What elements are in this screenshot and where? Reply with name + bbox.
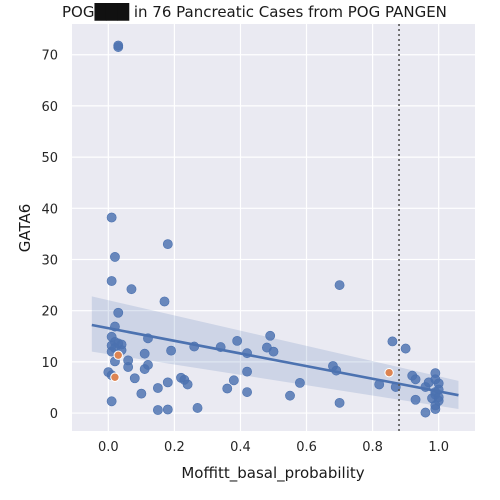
data-point: [242, 387, 252, 397]
plot-background: [72, 24, 475, 431]
y-axis-label: GATA6: [16, 204, 34, 253]
data-point: [228, 375, 239, 386]
x-axis-label: Moffitt_basal_probability: [181, 464, 364, 483]
regression-line: [91, 323, 459, 397]
data-point: [162, 239, 173, 250]
data-point: [113, 307, 124, 318]
data-point: [232, 335, 243, 346]
chart-title: POG███ in 76 Pancreatic Cases from POG P…: [62, 2, 447, 21]
regression-layer: [91, 323, 459, 397]
data-point: [136, 388, 147, 399]
data-point: [420, 407, 431, 418]
data-point: [139, 348, 150, 359]
chart-title-rest: in 76 Pancreatic Cases from POG PANGEN: [129, 3, 447, 21]
data-point: [182, 379, 193, 390]
y-tick-label: 20: [41, 305, 58, 320]
x-tick-label: 0.8: [362, 440, 383, 455]
data-point: [126, 284, 137, 295]
data-point: [152, 383, 163, 393]
data-point: [162, 404, 173, 415]
highlight-points-layer: [110, 350, 394, 382]
data-point: [106, 396, 117, 407]
data-point: [334, 280, 345, 290]
data-point: [265, 330, 276, 341]
x-tick-label: 0.2: [164, 440, 185, 455]
data-point: [106, 212, 117, 223]
x-tick-label: 0.0: [98, 440, 119, 455]
data-point: [400, 343, 411, 354]
highlight-point: [384, 367, 394, 378]
data-point: [110, 252, 120, 262]
data-point: [222, 383, 233, 394]
data-point: [123, 362, 134, 372]
data-point: [410, 394, 421, 405]
data-point: [268, 346, 279, 357]
data-point: [106, 276, 117, 286]
x-tick-labels: 0.0 0.2 0.4 0.6 0.8 1.0: [98, 440, 449, 455]
data-point: [162, 377, 173, 388]
highlight-point: [110, 372, 120, 382]
data-point: [192, 403, 203, 413]
data-point: [139, 364, 150, 374]
y-tick-label: 60: [41, 100, 58, 115]
data-point: [166, 345, 176, 356]
data-point: [334, 397, 345, 408]
chart-title-prefix: POG: [62, 3, 94, 21]
highlight-point: [113, 350, 123, 360]
data-point: [152, 405, 163, 415]
y-tick-labels: 0 10 20 30 40 50 60 70: [41, 49, 58, 422]
y-tick-label: 30: [41, 253, 58, 268]
data-point: [285, 390, 295, 401]
data-point: [129, 373, 140, 384]
y-tick-label: 50: [41, 151, 58, 166]
data-point: [410, 374, 421, 385]
data-point: [387, 336, 398, 347]
data-point: [113, 42, 124, 52]
data-point: [159, 296, 170, 307]
x-tick-label: 0.4: [230, 440, 251, 455]
y-tick-label: 10: [41, 356, 58, 371]
x-tick-label: 1.0: [428, 440, 449, 455]
y-tick-label: 70: [41, 49, 58, 64]
data-point: [295, 377, 305, 388]
grid-lines: [72, 24, 475, 431]
x-tick-label: 0.6: [296, 440, 317, 455]
data-point: [242, 366, 252, 377]
y-tick-label: 40: [41, 202, 58, 217]
chart-title-redacted: ███: [93, 2, 129, 21]
data-point: [430, 404, 441, 414]
y-tick-label: 0: [50, 407, 58, 422]
